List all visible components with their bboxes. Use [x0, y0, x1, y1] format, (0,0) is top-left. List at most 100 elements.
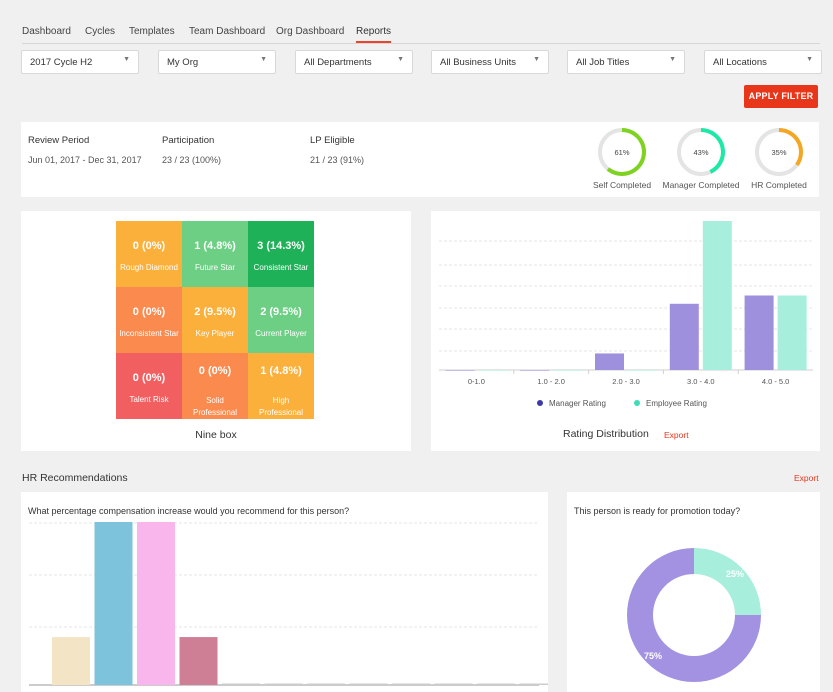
rating-bar[interactable]	[777, 295, 807, 371]
rating-bar[interactable]	[595, 353, 624, 370]
ninebox-cell[interactable]: 2 (9.5%) Key Player	[182, 287, 248, 353]
ninebox-cell-label: Talent Risk	[129, 395, 169, 404]
lp-eligible-value: 21 / 23 (91%)	[310, 155, 365, 165]
hr-export-link[interactable]: Export	[794, 473, 819, 483]
nav-tabs: Dashboard Cycles Templates Team Dashboar…	[22, 24, 820, 44]
legend-label: Employee Rating	[646, 399, 707, 408]
location-select[interactable]: All Locations ▼	[704, 50, 822, 74]
chevron-down-icon: ▼	[397, 56, 404, 63]
compensation-bar[interactable]	[94, 522, 133, 685]
ninebox-cell-label: Consistent Star	[253, 263, 309, 272]
tab-org-dashboard[interactable]: Org Dashboard	[276, 26, 345, 37]
department-select-value: All Departments	[304, 57, 372, 68]
ninebox-cell[interactable]: 3 (14.3%) Consistent Star	[248, 221, 314, 287]
ninebox-cell[interactable]: 1 (4.8%) High Professional	[248, 353, 314, 419]
donut-slice[interactable]	[627, 548, 761, 682]
rating-bar[interactable]	[744, 295, 774, 371]
compensation-bar[interactable]	[264, 683, 303, 686]
rating-bar[interactable]	[628, 370, 657, 371]
x-tick-label: 1.0 - 2.0	[537, 377, 565, 386]
rating-bar[interactable]	[520, 370, 550, 371]
tab-cycles[interactable]: Cycles	[85, 26, 116, 37]
rating-legend: Manager Rating Employee Rating	[537, 399, 707, 408]
ninebox-panel: 0 (0%) Rough Diamond 1 (4.8%) Future Star 3 …	[21, 211, 411, 451]
chevron-down-icon: ▼	[669, 56, 676, 63]
ninebox-cell-label: Future Star	[194, 263, 235, 272]
ninebox-cell-value: 0 (0%)	[132, 372, 166, 384]
compensation-question: What percentage compensation increase wo…	[28, 506, 350, 516]
donut-slice-label: 25%	[726, 569, 744, 579]
ninebox-cell[interactable]: 0 (0%) Inconsistent Star	[116, 287, 182, 353]
tab-team-dashboard[interactable]: Team Dashboard	[189, 26, 266, 37]
ninebox-cell-label: High Professional	[258, 396, 304, 417]
participation-value: 23 / 23 (100%)	[162, 155, 222, 165]
completion-rings: 61% 43% 35%	[598, 128, 803, 176]
compensation-bar[interactable]	[222, 683, 260, 686]
compensation-bar[interactable]	[519, 683, 549, 686]
job-title-select[interactable]: All Job Titles ▼	[567, 50, 685, 74]
ninebox-cell-value: 2 (9.5%)	[260, 306, 302, 318]
legend-dot	[537, 400, 543, 406]
x-tick-label: 2.0 - 3.0	[612, 377, 640, 386]
rating-bar[interactable]	[445, 370, 475, 371]
ninebox-cell-value: 0 (0%)	[132, 306, 166, 318]
location-select-value: All Locations	[713, 57, 767, 68]
legend-label: Manager Rating	[549, 399, 606, 408]
tab-dashboard[interactable]: Dashboard	[22, 26, 71, 37]
ninebox-cell-value: 3 (14.3%)	[257, 240, 305, 252]
manager-completed-label: Manager Completed	[662, 180, 740, 190]
org-select[interactable]: My Org ▼	[158, 50, 276, 74]
ninebox-cell[interactable]: 2 (9.5%) Current Player	[248, 287, 314, 353]
business-unit-select[interactable]: All Business Units ▼	[431, 50, 549, 74]
rating-distribution-title: Rating Distribution	[563, 428, 649, 440]
tab-templates[interactable]: Templates	[129, 26, 175, 37]
rating-bar[interactable]	[478, 370, 508, 371]
ninebox-cell[interactable]: 1 (4.8%) Future Star	[182, 221, 248, 287]
ninebox-cell[interactable]: 0 (0%) Rough Diamond	[116, 221, 182, 287]
chevron-down-icon: ▼	[123, 56, 130, 63]
ninebox-cell[interactable]: 0 (0%) Talent Risk	[116, 353, 182, 419]
rating-bar[interactable]	[702, 221, 732, 370]
ninebox-cell[interactable]: 0 (0%) Solid Professional	[182, 353, 248, 419]
top-strip	[0, 0, 833, 8]
ninebox-cell-value: 1 (4.8%)	[194, 240, 236, 252]
donut-slice[interactable]	[694, 548, 761, 615]
ninebox-cell-label: Solid Professional	[192, 396, 238, 417]
rating-bar[interactable]	[553, 370, 583, 371]
hr-recommendations-title: HR Recommendations	[22, 472, 128, 484]
compensation-bar[interactable]	[52, 637, 90, 685]
ring-percent-text: 61%	[614, 148, 629, 157]
compensation-bar[interactable]	[307, 683, 345, 686]
rating-export-link[interactable]: Export	[664, 430, 689, 440]
cycle-select[interactable]: 2017 Cycle H2 ▼	[21, 50, 139, 74]
legend-dot	[634, 400, 640, 406]
ninebox-cell-value: 2 (9.5%)	[194, 306, 236, 318]
tab-reports[interactable]: Reports	[356, 26, 392, 43]
ring-percent-text: 43%	[693, 148, 708, 157]
compensation-bar[interactable]	[434, 683, 473, 686]
compensation-bar[interactable]	[349, 683, 388, 686]
compensation-bar[interactable]	[477, 683, 515, 686]
compensation-bar[interactable]	[137, 522, 175, 685]
compensation-bar[interactable]	[392, 683, 430, 686]
x-tick-label: 3.0 - 4.0	[687, 377, 715, 386]
promotion-question: This person is ready for promotion today…	[574, 506, 741, 516]
rating-distribution-panel: 0-1.0 1.0 - 2.0 2.0 - 3.0 3.0 - 4.0 4.0 - 5.…	[431, 211, 820, 451]
ninebox-cell-label: Rough Diamond	[120, 263, 178, 272]
rating-bar[interactable]	[669, 303, 699, 370]
apply-filter-button[interactable]: APPLY FILTER	[744, 85, 818, 108]
ring-progress	[778, 128, 803, 167]
x-tick-label: 0-1.0	[468, 377, 485, 386]
promotion-panel: This person is ready for promotion today…	[567, 492, 820, 692]
org-select-value: My Org	[167, 57, 199, 68]
business-unit-select-value: All Business Units	[440, 57, 517, 68]
ring-percent-text: 35%	[771, 148, 786, 157]
compensation-panel: What percentage compensation increase wo…	[21, 492, 548, 692]
compensation-bar[interactable]	[179, 637, 218, 685]
chevron-down-icon: ▼	[533, 56, 540, 63]
ninebox-cell-label: Key Player	[195, 329, 235, 338]
x-tick-label: 4.0 - 5.0	[762, 377, 790, 386]
ring-progress	[606, 128, 646, 176]
department-select[interactable]: All Departments ▼	[295, 50, 413, 74]
review-period-label: Review Period	[28, 135, 90, 146]
